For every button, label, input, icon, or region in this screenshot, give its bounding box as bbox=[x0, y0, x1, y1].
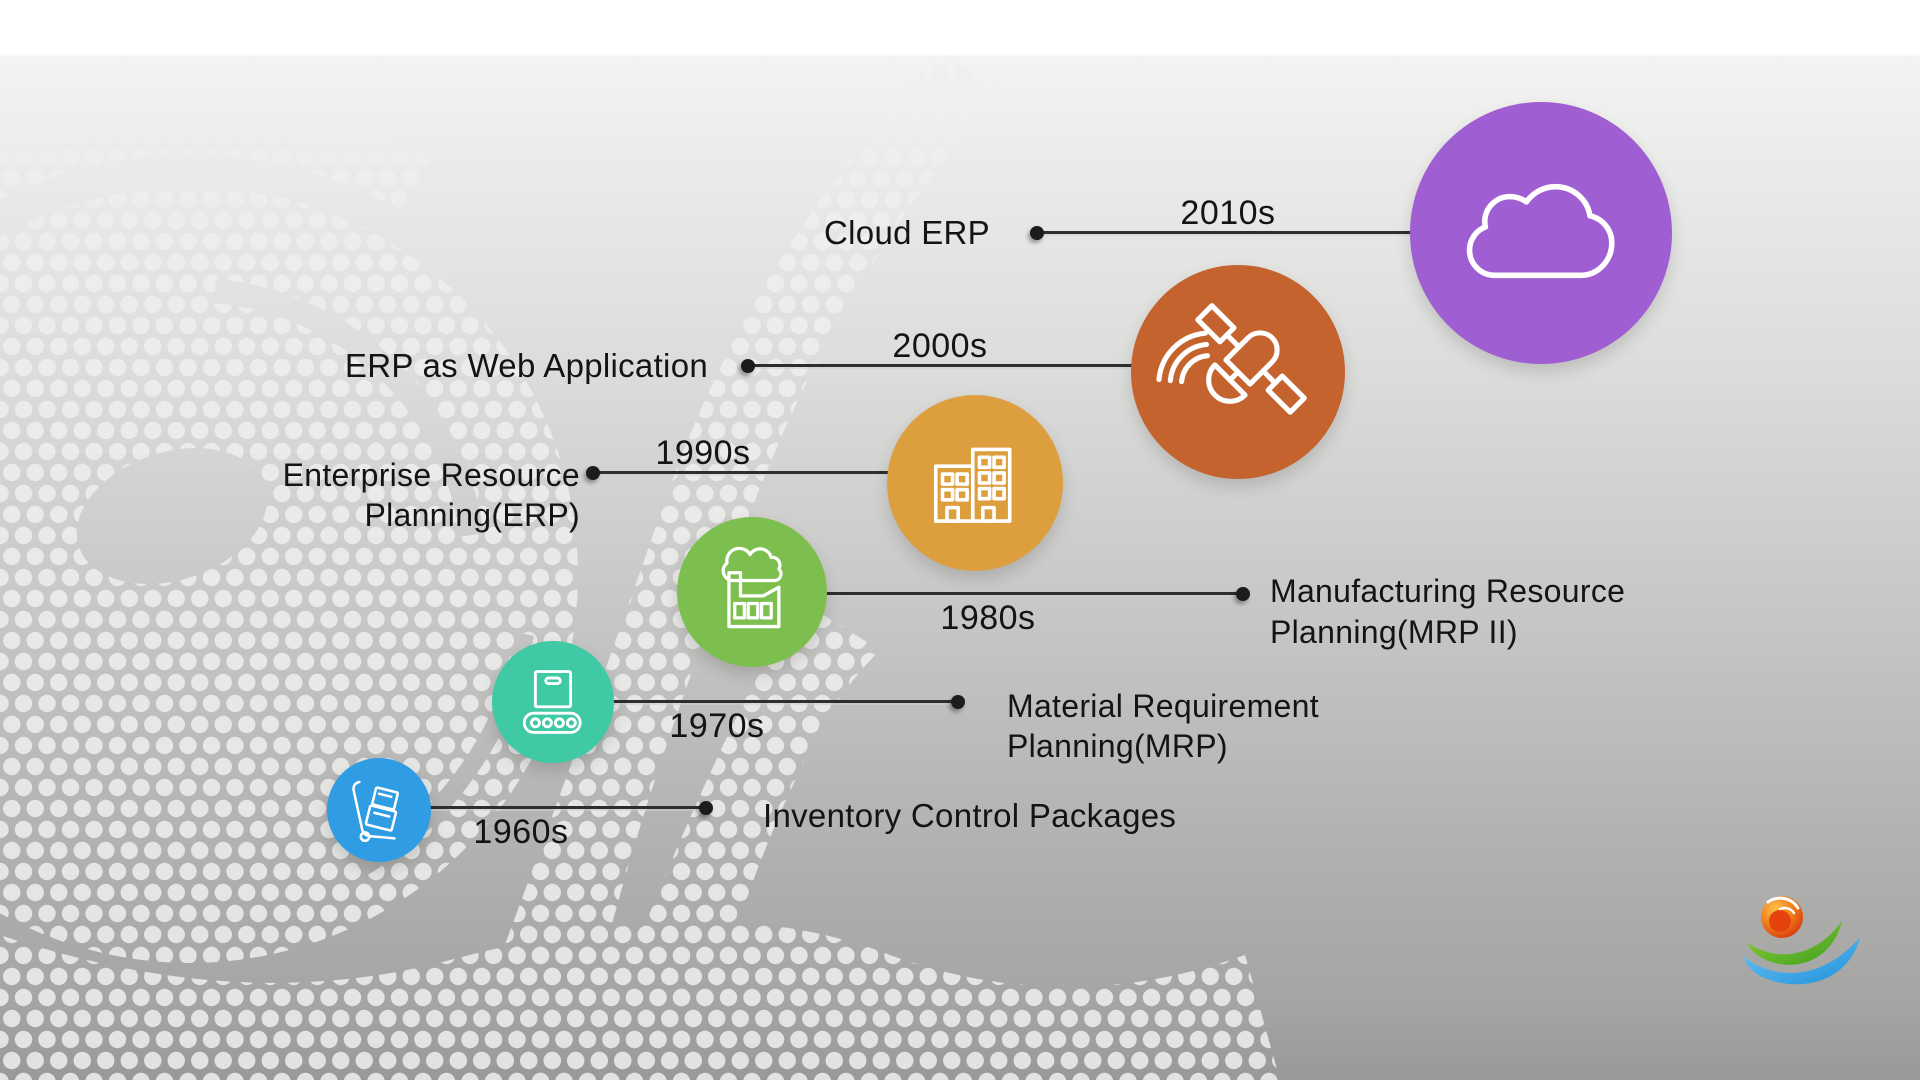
era-label: Material Requirement Planning(MRP) bbox=[1007, 688, 1319, 764]
year-label: 1970s bbox=[669, 707, 765, 745]
factory-icon bbox=[721, 546, 783, 629]
era-circle bbox=[677, 517, 827, 667]
satellite-icon bbox=[1156, 303, 1307, 415]
era-label: Manufacturing Resource Planning(MRP II) bbox=[1270, 573, 1626, 650]
era-circle bbox=[1131, 265, 1345, 479]
office-buildings-icon bbox=[934, 447, 1012, 523]
timeline-endpoint-dot bbox=[699, 801, 713, 815]
timeline-connector bbox=[1037, 231, 1413, 234]
timeline-endpoint-dot bbox=[586, 466, 600, 480]
era-label: Enterprise Resource Planning(ERP) bbox=[282, 457, 580, 533]
year-label: 1990s bbox=[655, 434, 751, 472]
timeline-connector bbox=[827, 592, 1244, 595]
timeline-endpoint-dot bbox=[951, 695, 965, 709]
cloud-icon bbox=[1466, 183, 1615, 279]
year-label: 2000s bbox=[892, 327, 988, 365]
era-circle bbox=[1410, 102, 1672, 364]
year-label: 2010s bbox=[1180, 194, 1276, 232]
era-circle bbox=[887, 395, 1063, 571]
timeline-endpoint-dot bbox=[1236, 587, 1250, 601]
era-label: Cloud ERP bbox=[824, 214, 990, 251]
era-label: ERP as Web Application bbox=[344, 347, 708, 384]
year-label: 1960s bbox=[473, 813, 569, 851]
timeline-connector bbox=[593, 471, 891, 474]
era-label: Inventory Control Packages bbox=[763, 797, 1177, 834]
hand-truck-icon bbox=[352, 780, 400, 843]
timeline-endpoint-dot bbox=[741, 359, 755, 373]
timeline-connector bbox=[613, 700, 958, 703]
timeline-connector bbox=[748, 364, 1134, 367]
era-circle bbox=[327, 758, 431, 862]
brand-logo bbox=[1744, 896, 1860, 985]
timeline-connector bbox=[429, 806, 707, 809]
timeline-endpoint-dot bbox=[1030, 226, 1044, 240]
conveyor-box-icon bbox=[522, 670, 582, 734]
year-label: 1980s bbox=[940, 599, 1036, 637]
era-circle bbox=[492, 641, 614, 763]
